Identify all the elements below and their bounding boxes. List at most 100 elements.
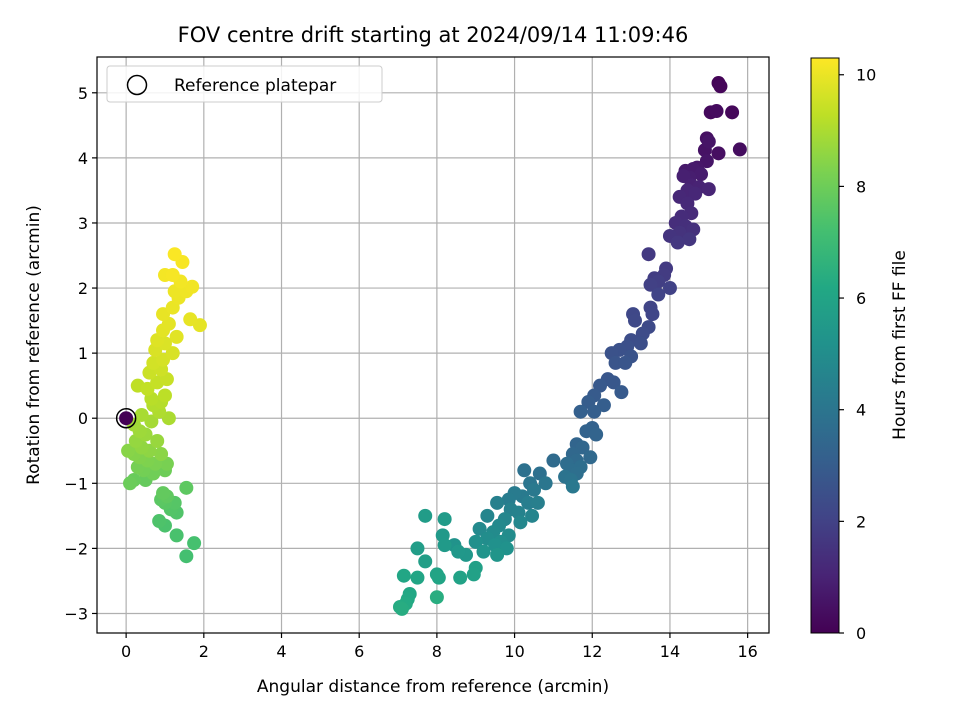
- data-point: [676, 169, 691, 184]
- data-point: [633, 336, 648, 351]
- data-point: [165, 268, 180, 283]
- data-point: [476, 544, 491, 559]
- y-tick-label: 5: [78, 84, 88, 103]
- y-axis-ticks: −3 −2 −1 0 1 2 3 4 5: [64, 84, 97, 623]
- colorbar: 0 2 4 6 8 10 Hours from first FF file: [810, 57, 910, 643]
- data-point: [134, 407, 149, 422]
- data-point: [466, 567, 481, 582]
- data-point: [694, 167, 709, 182]
- legend-box: [106, 65, 383, 103]
- data-point: [573, 404, 588, 419]
- chart-title: FOV centre drift starting at 2024/09/14 …: [178, 23, 689, 47]
- data-point: [165, 346, 180, 361]
- x-tick-label: 8: [432, 642, 442, 661]
- data-point: [410, 570, 425, 585]
- data-point: [437, 512, 452, 527]
- x-axis-ticks: 0 2 4 6 8 10 12 14 16: [121, 633, 758, 661]
- y-axis-label: Rotation from reference (arcmin): [24, 205, 44, 485]
- data-point: [525, 508, 540, 523]
- data-point: [490, 547, 505, 562]
- data-point: [185, 279, 200, 294]
- x-tick-label: 12: [582, 642, 602, 661]
- data-point: [169, 528, 184, 543]
- data-point: [169, 329, 184, 344]
- colorbar-tick-label: 2: [856, 512, 866, 531]
- data-point: [418, 554, 433, 569]
- data-point: [618, 355, 633, 370]
- data-point: [589, 427, 604, 442]
- data-point: [614, 385, 629, 400]
- data-point: [154, 447, 169, 462]
- data-point: [627, 313, 642, 328]
- data-point: [121, 443, 136, 458]
- y-tick-label: 3: [78, 214, 88, 233]
- data-point: [431, 570, 446, 585]
- data-point: [437, 538, 452, 553]
- data-point: [394, 601, 409, 616]
- y-tick-label: 4: [78, 149, 88, 168]
- colorbar-tick-label: 6: [856, 289, 866, 308]
- grid: [97, 57, 769, 633]
- data-point: [530, 495, 545, 510]
- data-point: [183, 312, 198, 327]
- data-point: [709, 104, 724, 119]
- data-point: [490, 495, 505, 510]
- data-point: [150, 434, 165, 448]
- colorbar-tick-label: 8: [856, 177, 866, 196]
- data-point: [645, 307, 660, 322]
- data-point: [123, 476, 138, 491]
- data-point: [682, 232, 697, 247]
- legend: Reference platepar: [106, 65, 383, 103]
- data-points: [119, 76, 747, 616]
- data-point: [453, 570, 468, 585]
- x-tick-label: 16: [737, 642, 757, 661]
- data-point: [662, 281, 677, 296]
- data-point: [468, 534, 483, 549]
- data-point: [410, 541, 425, 556]
- x-tick-label: 0: [121, 642, 131, 661]
- data-point: [429, 590, 444, 605]
- data-point: [606, 375, 621, 390]
- data-point: [641, 247, 656, 262]
- data-point: [480, 508, 495, 523]
- data-point: [587, 404, 602, 419]
- legend-label: Reference platepar: [174, 76, 336, 96]
- y-tick-label: 1: [78, 344, 88, 363]
- x-tick-label: 10: [504, 642, 524, 661]
- data-point: [167, 247, 182, 262]
- data-point: [472, 521, 487, 536]
- data-point: [152, 514, 167, 529]
- data-point: [451, 544, 466, 559]
- x-tick-label: 6: [354, 642, 364, 661]
- reference-point: [115, 407, 137, 429]
- data-point: [701, 134, 716, 149]
- data-point: [156, 486, 171, 501]
- data-point: [565, 479, 580, 494]
- data-point: [608, 355, 623, 370]
- plot-frame: [96, 56, 770, 634]
- data-point: [701, 182, 716, 197]
- legend-marker-icon: [126, 74, 148, 96]
- data-point: [521, 495, 536, 510]
- colorbar-tick-label: 4: [856, 401, 866, 420]
- data-point: [418, 508, 433, 523]
- data-point: [157, 388, 172, 403]
- data-point: [538, 476, 553, 491]
- y-tick-label: −2: [64, 539, 88, 558]
- colorbar-tick-label: 10: [856, 66, 876, 85]
- data-point: [688, 186, 703, 201]
- data-point: [187, 536, 202, 551]
- data-point: [119, 411, 134, 426]
- colorbar-tick-label: 0: [856, 624, 866, 643]
- data-point: [517, 463, 532, 478]
- data-point: [513, 515, 528, 530]
- x-tick-label: 14: [660, 642, 680, 661]
- data-point: [725, 105, 740, 120]
- data-point: [179, 480, 194, 495]
- colorbar-gradient: [810, 57, 840, 634]
- data-point: [546, 453, 561, 468]
- data-point: [526, 482, 541, 497]
- data-point: [583, 450, 598, 465]
- data-point: [396, 568, 411, 583]
